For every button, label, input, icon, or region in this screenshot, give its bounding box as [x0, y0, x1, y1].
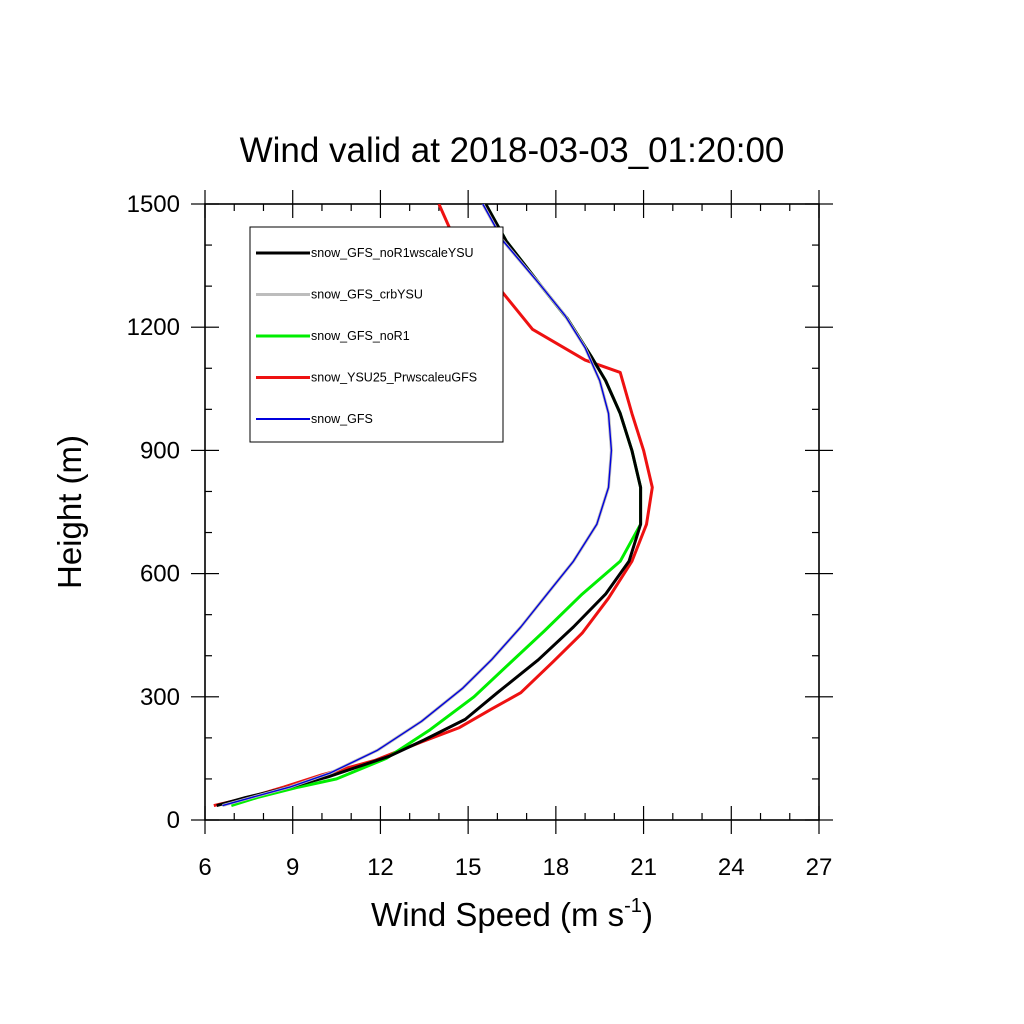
series-line-snow_YSU25_PrwscaleuGFS	[213, 204, 654, 808]
y-tick-label: 600	[140, 561, 180, 588]
chart-title: Wind valid at 2018-03-03_01:20:00	[240, 131, 785, 170]
legend-label: snow_GFS_crbYSU	[311, 288, 423, 302]
y-tick-label: 1200	[127, 314, 180, 341]
y-axis-title: Height (m)	[51, 435, 88, 589]
x-tick-label: 21	[630, 854, 657, 881]
x-axis: 6 9 12 15 18 21 24 27	[198, 190, 832, 881]
x-tick-label: 9	[286, 854, 299, 881]
y-tick-label: 900	[140, 437, 180, 464]
x-tick-label: 6	[198, 854, 211, 881]
y-tick-label: 300	[140, 684, 180, 711]
legend: snow_GFS_noR1wscaleYSU snow_GFS_crbYSUsno…	[249, 226, 504, 443]
series-line-snow_GFS	[222, 204, 613, 807]
x-axis-title: Wind Speed (m s-1)	[371, 895, 653, 933]
legend-label: snow_GFS_noR1wscaleYSU	[311, 246, 474, 260]
x-axis-title-main: Wind Speed (m s	[371, 896, 624, 933]
x-axis-title-suffix: )	[642, 896, 653, 933]
x-tick-label: 18	[543, 854, 570, 881]
y-tick-label: 0	[167, 807, 180, 834]
x-tick-label: 12	[367, 854, 394, 881]
plot-frame	[204, 203, 820, 821]
x-axis-title-superscript: -1	[624, 895, 642, 917]
x-tick-label: 15	[455, 854, 482, 881]
y-axis: 0 300 600 900 1200 1500	[127, 191, 833, 834]
x-tick-label: 27	[806, 854, 833, 881]
legend-label: snow_YSU25_PrwscaleuGFS	[311, 371, 477, 385]
legend-label: snow_GFS	[311, 412, 373, 426]
x-tick-label: 24	[718, 854, 745, 881]
series-layer	[213, 204, 654, 808]
legend-label: snow_GFS_noR1	[311, 329, 410, 343]
y-tick-label: 1500	[127, 191, 180, 218]
